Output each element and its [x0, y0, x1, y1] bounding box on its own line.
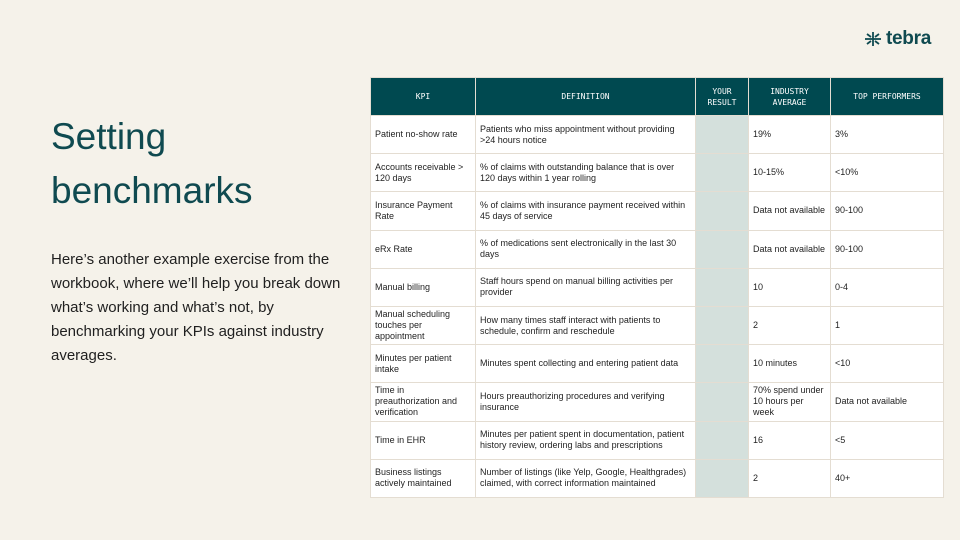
top-performers-cell: 40+ — [830, 458, 944, 498]
top-performers-cell: <5 — [830, 420, 944, 460]
table-row: eRx Rate% of medications sent electronic… — [370, 229, 944, 269]
industry-average-cell: Data not available — [748, 229, 831, 269]
industry-average-cell: 70% spend under 10 hours per week — [748, 382, 831, 422]
table-row: Manual scheduling touches per appointmen… — [370, 305, 944, 346]
your-result-cell[interactable] — [695, 420, 749, 460]
table-row: Time in EHR Minutes per patient spent in … — [370, 420, 944, 460]
industry-average-cell: 10 minutes — [748, 344, 831, 384]
industry-average-cell: 19% — [748, 114, 831, 155]
industry-average-cell: 2 — [748, 305, 831, 346]
top-performers-cell: 1 — [830, 305, 944, 346]
kpi-cell: Minutes per patient intake — [370, 344, 476, 384]
your-result-cell[interactable] — [695, 267, 749, 307]
definition-cell: How many times staff interact with patie… — [475, 305, 696, 346]
table-row: Insurance Payment Rate% of claims with i… — [370, 191, 944, 231]
top-performers-cell: 3% — [830, 114, 944, 155]
kpi-cell: Insurance Payment Rate — [370, 191, 476, 231]
top-performers-cell: 90-100 — [830, 229, 944, 269]
definition-cell: Minutes per patient spent in documentati… — [475, 420, 696, 460]
column-header: INDUSTRY AVERAGE — [748, 77, 831, 116]
definition-cell: Patients who miss appointment without pr… — [475, 114, 696, 155]
table-row: Patient no-show rate Patients who miss ap… — [370, 114, 944, 155]
your-result-cell[interactable] — [695, 305, 749, 346]
benchmark-table: KPI DEFINITION YOUR RESULT INDUSTRY AVERAGE… — [370, 77, 944, 498]
kpi-cell: Patient no-show rate — [370, 114, 476, 155]
kpi-cell: Time in preauthorization and verificatio… — [370, 382, 476, 422]
description: Here’s another example exercise from the… — [51, 251, 341, 364]
industry-average-cell: Data not available — [748, 191, 831, 231]
top-performers-cell: 0-4 — [830, 267, 944, 307]
definition-cell: Minutes spent collecting and entering pa… — [475, 344, 696, 384]
your-result-cell[interactable] — [695, 191, 749, 231]
industry-average-cell: 10 — [748, 267, 831, 307]
page-title: Setting benchmarks — [51, 110, 253, 218]
top-performers-cell: <10 — [830, 344, 944, 384]
tebra-logo-icon — [865, 32, 881, 46]
table-row: Accounts receivable > 120 days% of claim… — [370, 153, 944, 193]
kpi-cell: Business listings actively maintained — [370, 458, 476, 498]
your-result-cell[interactable] — [695, 114, 749, 155]
column-header: TOP PERFORMERS — [830, 77, 944, 116]
your-result-cell[interactable] — [695, 382, 749, 422]
definition-cell: % of claims with outstanding balance tha… — [475, 153, 696, 193]
tebra-logo: tebra — [864, 28, 931, 50]
kpi-cell: Accounts receivable > 120 days — [370, 153, 476, 193]
kpi-cell: Time in EHR — [370, 420, 476, 460]
title-line: benchmarks — [51, 170, 253, 211]
top-performers-cell: Data not available — [830, 382, 944, 422]
kpi-cell: Manual billing — [370, 267, 476, 307]
definition-cell: % of claims with insurance payment recei… — [475, 191, 696, 231]
column-header: KPI — [370, 77, 476, 116]
column-header: DEFINITION — [475, 77, 696, 116]
industry-average-cell: 2 — [748, 458, 831, 498]
kpi-cell: eRx Rate — [370, 229, 476, 269]
industry-average-cell: 10-15% — [748, 153, 831, 193]
top-performers-cell: 90-100 — [830, 191, 944, 231]
industry-average-cell: 16 — [748, 420, 831, 460]
definition-cell: % of medications sent electronically in … — [475, 229, 696, 269]
definition-cell: Hours preauthorizing procedures and veri… — [475, 382, 696, 422]
your-result-cell[interactable] — [695, 153, 749, 193]
title-line: Setting — [51, 116, 167, 157]
table-row: Time in preauthorization and verificatio… — [370, 382, 944, 422]
top-performers-cell: <10% — [830, 153, 944, 193]
table-row: Manual billing Staff hours spend on manua… — [370, 267, 944, 307]
logo-text: tebra — [886, 28, 931, 49]
table-row: Minutes per patient intake Minutes spent … — [370, 344, 944, 384]
your-result-cell[interactable] — [695, 344, 749, 384]
definition-cell: Number of listings (like Yelp, Google, H… — [475, 458, 696, 498]
table-row: Business listings actively maintained Num… — [370, 458, 944, 498]
definition-cell: Staff hours spend on manual billing acti… — [475, 267, 696, 307]
column-header: YOUR RESULT — [695, 77, 749, 116]
your-result-cell[interactable] — [695, 229, 749, 269]
kpi-cell: Manual scheduling touches per appointmen… — [370, 305, 476, 346]
your-result-cell[interactable] — [695, 458, 749, 498]
